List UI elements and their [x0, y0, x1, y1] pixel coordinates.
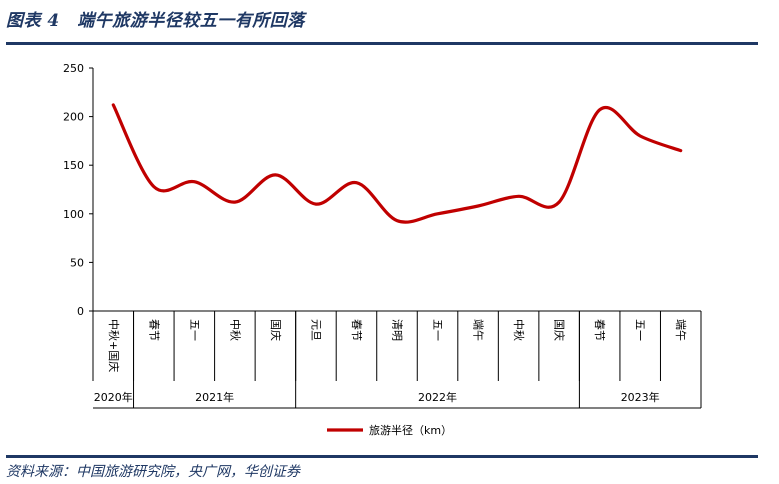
data-point [476, 204, 480, 208]
data-point [314, 202, 318, 206]
y-axis-ticks: 0 50 100 150 200 250 [63, 62, 93, 318]
legend-label: 旅游半径（km） [369, 423, 452, 437]
series-line [111, 103, 683, 224]
data-point [557, 200, 561, 204]
data-point [638, 134, 642, 138]
year-group-label: 2021年 [195, 390, 234, 404]
x-category-label: 国庆 [553, 319, 567, 341]
x-axis-categories: 中秋+国庆 春节 五一 中秋 国庆 元旦 春节 清明 五一 端午 中秋 国庆 春节 五一 端午 [92, 311, 702, 381]
series-points [111, 103, 682, 223]
y-tick-label: 0 [77, 305, 84, 318]
data-point [273, 173, 277, 177]
x-category-label: 端午 [674, 319, 687, 341]
x-category-label: 中秋 [512, 319, 526, 341]
year-group-label: 2023年 [621, 390, 660, 404]
x-category-label: 春节 [593, 319, 606, 341]
x-category-label: 中秋+国庆 [107, 319, 121, 372]
year-group-label: 2022年 [418, 390, 457, 404]
data-point [152, 185, 156, 189]
title-rule [6, 42, 758, 45]
x-category-label: 春节 [147, 319, 160, 341]
data-point [233, 200, 237, 204]
data-point [436, 212, 440, 216]
x-axis-years: 2020年 2021年 2022年 2023年 [94, 311, 660, 408]
x-category-label: 五一 [431, 319, 444, 341]
data-point [517, 194, 521, 198]
source-note: 资料来源：中国旅游研究院，央广网，华创证券 [6, 464, 300, 480]
x-category-label: 中秋 [228, 319, 242, 341]
data-point [192, 180, 196, 184]
figure-title: 图表 4 端午旅游半径较五一有所回落 [6, 11, 305, 31]
x-category-label: 元旦 [309, 319, 322, 341]
x-category-label: 五一 [634, 319, 647, 341]
y-tick-label: 100 [63, 208, 84, 221]
year-group-label: 2020年 [94, 390, 133, 404]
x-category-label: 国庆 [269, 319, 283, 341]
x-category-label: 春节 [350, 319, 363, 341]
x-category-label: 端午 [472, 319, 485, 341]
data-point [395, 219, 399, 223]
y-tick-label: 200 [63, 111, 84, 124]
source-rule [6, 455, 758, 458]
y-tick-label: 50 [70, 256, 84, 269]
data-point [354, 181, 358, 185]
data-point [111, 103, 115, 107]
chart-axes [92, 68, 702, 409]
data-point [679, 149, 683, 153]
x-category-label: 五一 [188, 319, 201, 341]
y-tick-label: 250 [63, 62, 84, 75]
chart-legend: 旅游半径（km） [327, 423, 452, 437]
y-tick-label: 150 [63, 159, 84, 172]
x-category-label: 清明 [391, 319, 404, 341]
data-point [598, 108, 602, 112]
